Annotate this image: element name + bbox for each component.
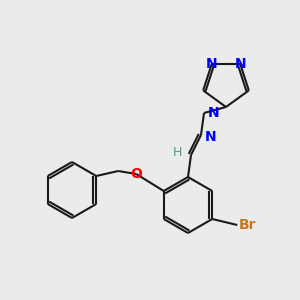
Text: N: N	[234, 57, 246, 70]
Text: N: N	[208, 106, 220, 120]
Text: Br: Br	[239, 218, 257, 232]
Text: H: H	[172, 146, 182, 160]
Text: N: N	[205, 130, 217, 144]
Text: O: O	[130, 167, 142, 181]
Text: N: N	[206, 57, 218, 70]
